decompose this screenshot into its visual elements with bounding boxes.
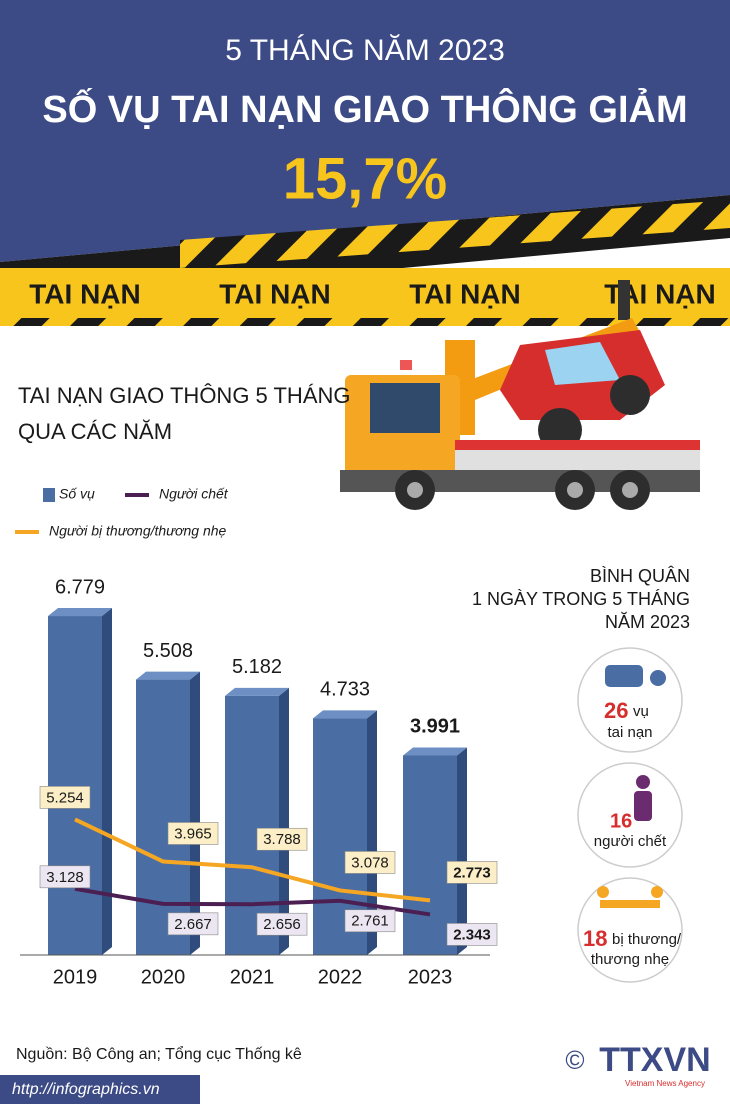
- label-box: [344, 851, 396, 874]
- label-box: [167, 822, 219, 845]
- title: SỐ VỤ TAI NẠN GIAO THÔNG GIẢM: [42, 86, 687, 131]
- label-box: [39, 865, 91, 889]
- legend-swatch: [43, 488, 55, 502]
- x-tick-label: 2020: [141, 966, 186, 988]
- value-label: 2.656: [263, 916, 301, 933]
- label-box: [256, 827, 308, 851]
- value-label: 2.343: [453, 926, 491, 943]
- icons: [597, 665, 666, 908]
- value-label: 3.128: [46, 869, 84, 886]
- label-box: [256, 912, 308, 936]
- value-label: 6.779: [55, 576, 105, 598]
- daily-value: 18: [583, 926, 607, 951]
- bar-side: [279, 687, 289, 955]
- kicker: 5 THÁNG NĂM 2023: [225, 34, 505, 67]
- value-label: 3.991: [410, 716, 460, 738]
- chart-title: TAI NẠN GIAO THÔNG 5 THÁNG: [18, 383, 351, 408]
- value-label: 4.733: [320, 679, 370, 701]
- tape: [0, 268, 730, 322]
- label-box: [446, 861, 498, 884]
- bar-top: [403, 747, 467, 756]
- tape-word: TAI NẠN: [29, 278, 140, 309]
- x-tick-label: 2019: [53, 966, 98, 988]
- panel-title: BÌNH QUÂN: [590, 566, 690, 586]
- line: [74, 817, 431, 903]
- highlight: 15,7%: [283, 146, 447, 211]
- bar: [225, 695, 279, 955]
- bar-top: [48, 608, 112, 617]
- tape-word: TAI NẠN: [409, 278, 520, 309]
- value-label: 5.254: [46, 789, 84, 806]
- legend-label: Số vụ: [59, 486, 95, 502]
- daily-label: thương nhẹ: [591, 951, 669, 968]
- value-label: 2.773: [453, 864, 491, 881]
- value-label: 3.078: [351, 854, 389, 871]
- value-label: 3.965: [174, 825, 212, 842]
- bar-side: [457, 747, 467, 955]
- bar-side: [190, 671, 200, 955]
- value-label: 5.182: [232, 656, 282, 678]
- value-label: 2.667: [174, 916, 212, 933]
- bar-top: [136, 671, 200, 680]
- url-bg: [0, 1075, 200, 1104]
- bar-top: [225, 687, 289, 696]
- legend-label: Người chết: [159, 486, 229, 502]
- label-box: [344, 909, 396, 933]
- source: Nguồn: Bộ Công an; Tổng cục Thống kê: [16, 1045, 302, 1063]
- daily-label: tai nạn: [607, 724, 652, 741]
- url: http://infographics.vn: [12, 1081, 160, 1098]
- bar-side: [102, 608, 112, 955]
- bar: [48, 616, 102, 955]
- label-box: [167, 912, 219, 936]
- logo-sub: Vietnam News Agency: [625, 1079, 705, 1088]
- panel-title: NĂM 2023: [605, 612, 690, 632]
- value-label: 5.508: [143, 640, 193, 662]
- daily-value: 16: [610, 810, 632, 832]
- tape-stripes: [180, 200, 730, 268]
- daily-unit: vụ: [633, 703, 649, 720]
- bar: [403, 755, 457, 955]
- daily-unit: bị thương/: [612, 931, 682, 948]
- header-bg: [0, 0, 730, 262]
- x-tick-label: 2022: [318, 966, 363, 988]
- value-label: 2.761: [351, 913, 389, 930]
- label-box: [446, 923, 498, 946]
- tape-word: TAI NẠN: [219, 278, 330, 309]
- truck: [340, 280, 700, 510]
- copyright: ©: [565, 1045, 584, 1075]
- daily-label: người chết: [594, 833, 667, 850]
- label-box: [39, 786, 91, 809]
- bar: [136, 679, 190, 955]
- tape-text: TAI NẠN TAI NẠN TAI NẠN TAI NẠN: [29, 278, 715, 309]
- chart: Số vụ Người chết Người bị thương/thương nh…: [15, 486, 498, 988]
- line: [74, 886, 431, 917]
- x-tick-label: 2023: [408, 966, 453, 988]
- bar-top: [313, 710, 377, 719]
- legend-label: Người bị thương/thương nhẹ: [49, 523, 227, 539]
- daily-value: 26: [604, 698, 628, 723]
- chart-title: QUA CÁC NĂM: [18, 419, 172, 444]
- value-label: 3.788: [263, 831, 301, 848]
- logo: TTXVN: [599, 1041, 710, 1079]
- tape-edge: [0, 318, 730, 326]
- x-tick-label: 2021: [230, 966, 275, 988]
- panel-title: 1 NGÀY TRONG 5 THÁNG: [472, 589, 690, 609]
